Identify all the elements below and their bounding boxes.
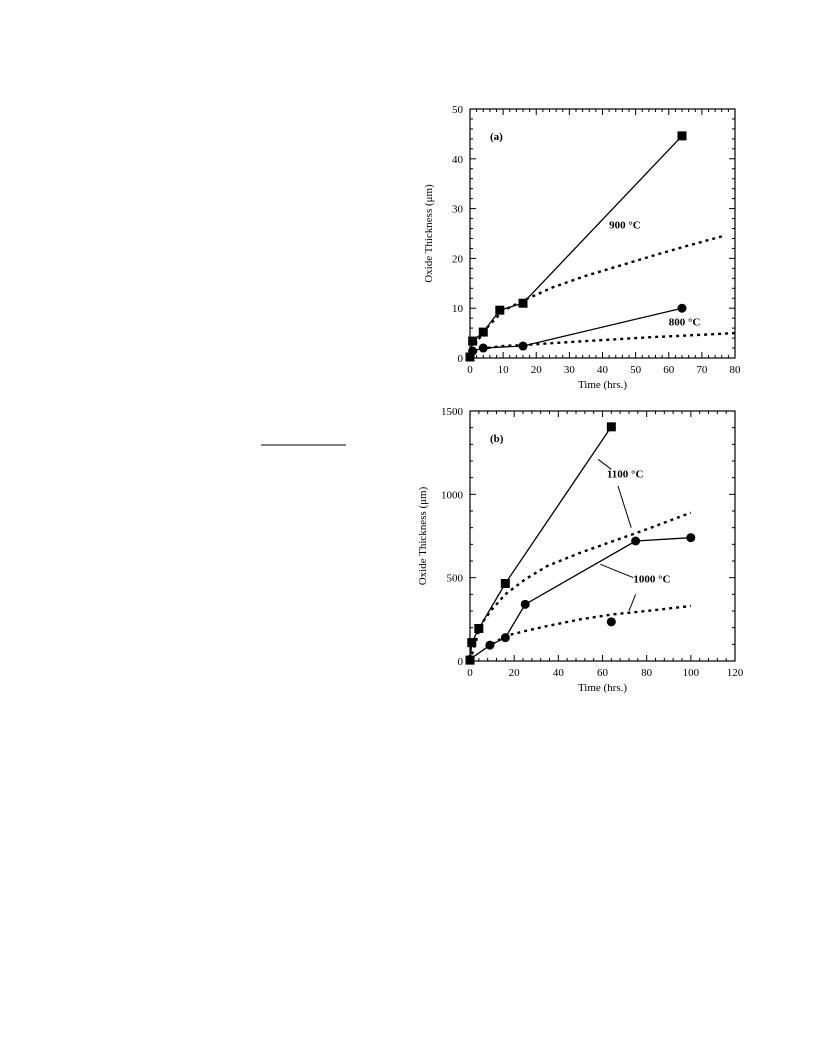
chart-b-series-1-circle-point — [631, 536, 641, 546]
chart-a-series-0-square-point — [677, 131, 687, 141]
chart-a-x-tick-label: 10 — [498, 364, 510, 376]
chart-a-x-tick-label: 0 — [467, 364, 473, 376]
chart-a-y-tick-label: 50 — [452, 104, 464, 116]
chart-a-series-3-dotted-line — [469, 331, 736, 359]
chart-a-series-1-circle-point — [677, 303, 687, 313]
chart-a-panel-label: (a) — [490, 131, 503, 143]
chart-a-series-0-square-point — [495, 305, 505, 315]
chart-a-series-0-square-point — [518, 298, 528, 308]
chart-b-y-tick-label: 0 — [458, 656, 464, 668]
chart-b-series-1-circle-point — [686, 533, 696, 543]
chart-b-y-tick-label: 1000 — [441, 489, 464, 501]
chart-b-series-0-square-point — [474, 624, 484, 633]
chart-a-x-tick-label: 40 — [597, 364, 609, 376]
chart-b-x-tick-label: 0 — [467, 667, 473, 679]
chart-b-series-4-dotted-line — [491, 604, 691, 646]
chart-b-series-1-circle-point — [500, 633, 510, 643]
chart-a-x-tick-label: 70 — [696, 364, 708, 376]
chart-b-x-tick-label: 20 — [509, 667, 521, 679]
chart-a-y-tick-label: 40 — [452, 154, 464, 166]
chart-b-x-axis-title: Time (hrs.) — [578, 682, 627, 694]
chart-a-series-0-line — [469, 135, 683, 358]
chart-b-series-0-square-point — [467, 638, 477, 648]
chart-a-y-axis-title: Oxide Thickness (μm) — [423, 184, 435, 283]
chart-a-x-tick-label: 80 — [730, 364, 742, 376]
chart-a-x-axis-title: Time (hrs.) — [578, 379, 627, 391]
chart-a-y-tick-label: 10 — [452, 303, 464, 315]
chart-b-plot-frame — [469, 410, 736, 662]
chart-b-y-tick-label: 500 — [447, 573, 464, 585]
chart-b-series-3-dotted-line — [468, 511, 692, 662]
chart-a-series-2-dotted-line — [468, 234, 726, 359]
chart-b-annotation-0: 1100 °C — [607, 469, 644, 481]
chart-a-x-tick-label: 50 — [630, 364, 642, 376]
chart-a-x-tick-label: 20 — [531, 364, 543, 376]
chart-b-x-tick-label: 40 — [553, 667, 565, 679]
chart-b-y-axis-title: Oxide Thickness (μm) — [417, 486, 429, 585]
chart-b-annotation-1: 1000 °C — [633, 574, 670, 586]
chart-a-x-tick-label: 30 — [564, 364, 576, 376]
chart-b-series-0-square-point — [500, 579, 510, 588]
chart-a-annotation-0: 900 °C — [609, 220, 641, 232]
chart-a-series-0-square-point — [468, 336, 478, 346]
chart-b-series-0-square-point — [606, 422, 616, 432]
chart-b-x-tick-label: 120 — [727, 667, 744, 679]
chart-b-x-tick-label: 80 — [641, 667, 653, 679]
chart-a-series-1-line — [469, 307, 683, 358]
chart-b-leader-line — [597, 458, 612, 470]
chart-b-series-1-circle-point — [485, 640, 495, 650]
chart-b-series-1-circle-point — [520, 599, 530, 609]
chart-b-series-2-circle-point — [606, 617, 616, 627]
chart-a-x-tick-label: 60 — [663, 364, 675, 376]
chart-b-panel-label: (b) — [490, 433, 504, 445]
chart-b-leader-line — [617, 485, 632, 528]
chart-b-x-tick-label: 60 — [597, 667, 609, 679]
chart-b-leader-line — [628, 594, 637, 612]
chart-a-y-tick-label: 30 — [452, 204, 464, 216]
chart-a-y-tick-label: 20 — [452, 253, 464, 265]
chart-b-x-tick-label: 100 — [683, 667, 700, 679]
chart-b-series-0-line — [469, 426, 612, 661]
chart-b-leader-line — [600, 563, 634, 579]
chart-a-annotation-1: 800 °C — [669, 317, 701, 329]
chart-a-y-tick-label: 0 — [458, 353, 464, 365]
panel-b-chart: 0 20 40 60 80 100 120 0 500 1000 1500 Time (hrs.) Ox… — [417, 406, 744, 694]
chart-b-y-tick-label: 1500 — [441, 406, 464, 418]
